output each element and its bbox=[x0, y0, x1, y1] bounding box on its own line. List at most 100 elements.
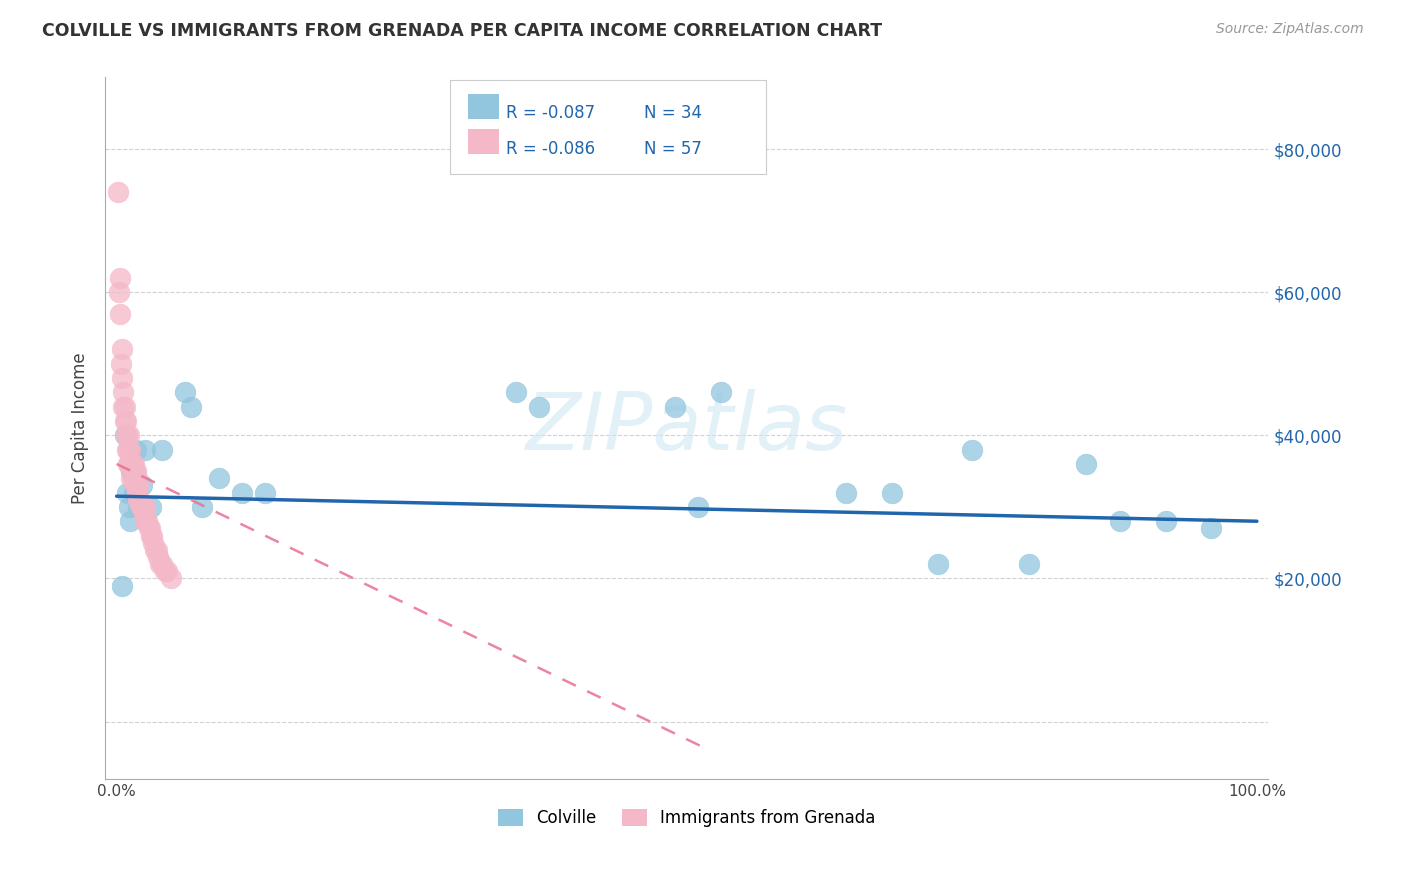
Text: ZIPatlas: ZIPatlas bbox=[526, 389, 848, 467]
Point bbox=[688, 500, 710, 514]
Point bbox=[131, 478, 153, 492]
Point bbox=[122, 485, 145, 500]
Point bbox=[139, 528, 162, 542]
Point bbox=[125, 442, 148, 457]
Point bbox=[835, 485, 858, 500]
Point bbox=[124, 464, 146, 478]
Point bbox=[527, 400, 550, 414]
Point bbox=[149, 557, 172, 571]
Point bbox=[156, 565, 179, 579]
Point bbox=[108, 307, 131, 321]
Point bbox=[115, 442, 138, 457]
Point bbox=[134, 500, 156, 514]
Point bbox=[125, 464, 148, 478]
Point bbox=[108, 271, 131, 285]
Point bbox=[124, 485, 146, 500]
Point bbox=[253, 485, 276, 500]
Point bbox=[129, 500, 152, 514]
Text: Source: ZipAtlas.com: Source: ZipAtlas.com bbox=[1216, 22, 1364, 37]
Point bbox=[134, 514, 156, 528]
Point bbox=[231, 485, 253, 500]
Point bbox=[150, 557, 173, 571]
Point bbox=[136, 514, 159, 528]
Point bbox=[118, 428, 141, 442]
Point bbox=[127, 485, 149, 500]
Point bbox=[142, 535, 165, 549]
Point bbox=[120, 442, 142, 457]
Point bbox=[112, 385, 135, 400]
Point bbox=[115, 485, 138, 500]
Point bbox=[132, 507, 155, 521]
Point bbox=[112, 400, 135, 414]
Point bbox=[145, 542, 167, 557]
Point bbox=[145, 542, 167, 557]
Point bbox=[122, 471, 145, 485]
Point bbox=[710, 385, 733, 400]
Legend: Colville, Immigrants from Grenada: Colville, Immigrants from Grenada bbox=[492, 802, 882, 834]
Point bbox=[880, 485, 903, 500]
Point bbox=[110, 357, 132, 371]
Point bbox=[120, 514, 142, 528]
Point bbox=[150, 442, 173, 457]
Point bbox=[111, 343, 134, 357]
Point bbox=[505, 385, 527, 400]
Point bbox=[927, 557, 949, 571]
Point bbox=[114, 428, 136, 442]
Point bbox=[1109, 514, 1132, 528]
Point bbox=[120, 457, 142, 471]
Point bbox=[114, 428, 136, 442]
Point bbox=[121, 471, 143, 485]
Point bbox=[160, 572, 183, 586]
Point bbox=[120, 471, 142, 485]
Point bbox=[191, 500, 214, 514]
Point bbox=[1018, 557, 1040, 571]
Point bbox=[117, 457, 139, 471]
Point bbox=[120, 457, 142, 471]
Point bbox=[124, 478, 146, 492]
Point bbox=[108, 285, 131, 300]
Point bbox=[117, 442, 139, 457]
Point bbox=[118, 457, 141, 471]
Text: R = -0.086: R = -0.086 bbox=[506, 140, 595, 158]
Point bbox=[121, 457, 143, 471]
Point bbox=[127, 478, 149, 492]
Point bbox=[180, 400, 202, 414]
Point bbox=[111, 579, 134, 593]
Point bbox=[128, 492, 150, 507]
Point bbox=[114, 414, 136, 428]
Point bbox=[127, 471, 149, 485]
Point bbox=[115, 428, 138, 442]
Point bbox=[146, 549, 169, 564]
Point bbox=[174, 385, 197, 400]
Point bbox=[114, 400, 136, 414]
Point bbox=[141, 528, 163, 542]
Point bbox=[118, 500, 141, 514]
Point bbox=[135, 514, 157, 528]
Point bbox=[114, 414, 136, 428]
Text: COLVILLE VS IMMIGRANTS FROM GRENADA PER CAPITA INCOME CORRELATION CHART: COLVILLE VS IMMIGRANTS FROM GRENADA PER … bbox=[42, 22, 883, 40]
Point bbox=[134, 442, 156, 457]
Point bbox=[138, 521, 160, 535]
Point bbox=[139, 500, 162, 514]
Point bbox=[120, 464, 142, 478]
Point bbox=[153, 565, 176, 579]
Point bbox=[664, 400, 686, 414]
Point bbox=[127, 500, 149, 514]
Point bbox=[208, 471, 231, 485]
Point bbox=[1154, 514, 1177, 528]
Point bbox=[122, 457, 145, 471]
Point bbox=[1201, 521, 1223, 535]
Text: N = 34: N = 34 bbox=[644, 104, 702, 122]
Point bbox=[107, 185, 129, 199]
Point bbox=[111, 371, 134, 385]
Point bbox=[138, 521, 160, 535]
Point bbox=[1074, 457, 1097, 471]
Text: R = -0.087: R = -0.087 bbox=[506, 104, 595, 122]
Point bbox=[125, 478, 148, 492]
Point bbox=[131, 500, 153, 514]
Point bbox=[960, 442, 983, 457]
Y-axis label: Per Capita Income: Per Capita Income bbox=[72, 352, 89, 504]
Text: N = 57: N = 57 bbox=[644, 140, 702, 158]
Point bbox=[132, 500, 155, 514]
Point bbox=[127, 492, 149, 507]
